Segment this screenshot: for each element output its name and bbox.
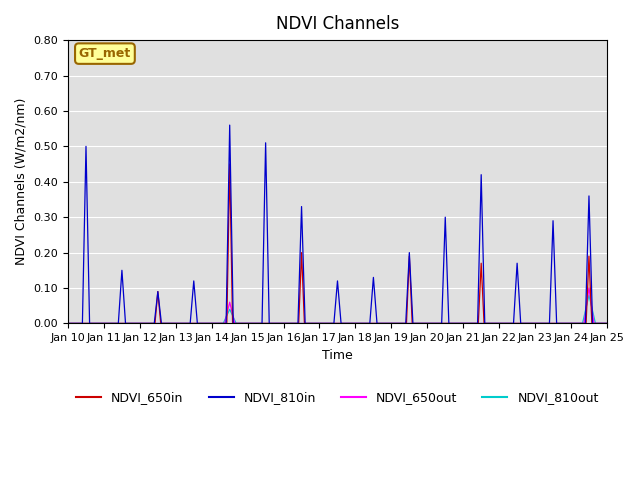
- NDVI_650out: [294, 321, 302, 326]
- NDVI_810in: [125, 321, 133, 326]
- NDVI_810in: [534, 321, 542, 326]
- X-axis label: Time: Time: [322, 348, 353, 362]
- NDVI_650in: [125, 321, 133, 326]
- NDVI_650out: [64, 321, 72, 326]
- NDVI_650in: [593, 321, 600, 326]
- NDVI_810out: [603, 321, 611, 326]
- Y-axis label: NDVI Channels (W/m2/nm): NDVI Channels (W/m2/nm): [15, 98, 28, 265]
- NDVI_650in: [603, 321, 611, 326]
- NDVI_810in: [603, 321, 611, 326]
- Line: NDVI_650out: NDVI_650out: [68, 288, 607, 324]
- NDVI_650in: [534, 321, 542, 326]
- NDVI_810out: [125, 321, 133, 326]
- NDVI_810in: [294, 315, 302, 321]
- NDVI_810in: [271, 321, 278, 326]
- NDVI_650in: [271, 321, 278, 326]
- NDVI_810out: [585, 292, 593, 298]
- NDVI_810out: [271, 321, 278, 326]
- Text: GT_met: GT_met: [79, 47, 131, 60]
- NDVI_650out: [534, 321, 542, 326]
- NDVI_810out: [294, 321, 302, 326]
- Legend: NDVI_650in, NDVI_810in, NDVI_650out, NDVI_810out: NDVI_650in, NDVI_810in, NDVI_650out, NDV…: [71, 386, 604, 409]
- NDVI_650out: [125, 321, 133, 326]
- NDVI_650in: [226, 161, 234, 167]
- NDVI_810out: [64, 321, 72, 326]
- NDVI_650out: [585, 285, 593, 291]
- NDVI_650out: [157, 321, 165, 326]
- NDVI_650in: [64, 321, 72, 326]
- Line: NDVI_810out: NDVI_810out: [68, 295, 607, 324]
- NDVI_810in: [157, 321, 165, 326]
- NDVI_810out: [593, 321, 600, 326]
- NDVI_810out: [157, 321, 165, 326]
- NDVI_650in: [294, 321, 302, 326]
- NDVI_810out: [534, 321, 542, 326]
- NDVI_650out: [593, 321, 600, 326]
- NDVI_810in: [226, 122, 234, 128]
- NDVI_650in: [157, 321, 165, 326]
- Line: NDVI_650in: NDVI_650in: [68, 164, 607, 324]
- NDVI_650out: [603, 321, 611, 326]
- NDVI_650out: [271, 321, 278, 326]
- NDVI_810in: [64, 321, 72, 326]
- Line: NDVI_810in: NDVI_810in: [68, 125, 607, 324]
- NDVI_810in: [593, 321, 600, 326]
- Title: NDVI Channels: NDVI Channels: [276, 15, 399, 33]
